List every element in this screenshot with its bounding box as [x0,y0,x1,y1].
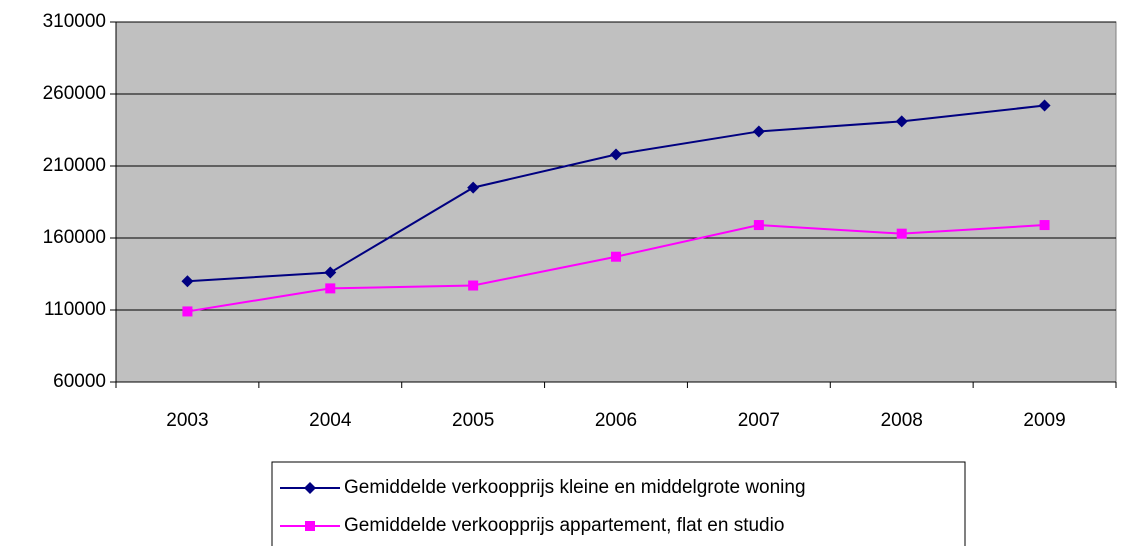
plot-area [115,21,1117,383]
marker [610,148,622,161]
marker [304,482,316,494]
x-tick-label: 2003 [166,410,208,431]
x-tick-label: 2005 [452,410,494,431]
marker [324,266,337,279]
x-tick-label: 2007 [738,410,780,431]
marker [611,251,621,262]
marker [325,283,336,294]
x-tick-label: 2008 [881,410,923,431]
y-tick-label: 310000 [43,11,106,32]
marker [182,306,193,317]
marker [467,181,480,194]
marker [305,521,315,531]
y-tick-label: 260000 [43,83,106,104]
legend [271,461,966,546]
y-tick-label: 60000 [53,371,106,392]
marker [896,228,907,239]
marker [752,125,765,138]
legend-label: Gemiddelde verkoopprijs appartement, fla… [344,515,784,536]
x-tick-label: 2006 [595,410,637,431]
marker [1039,220,1050,231]
marker [753,220,764,231]
y-tick-label: 110000 [44,299,106,320]
y-tick-label: 160000 [43,227,106,248]
legend-label: Gemiddelde verkoopprijs kleine en middel… [344,477,806,498]
x-tick-label: 2004 [309,410,352,431]
marker [895,115,908,128]
marker [181,275,194,288]
y-tick-label: 210000 [43,155,106,176]
marker [1038,99,1051,112]
x-tick-label: 2009 [1023,410,1065,431]
marker [468,280,479,291]
